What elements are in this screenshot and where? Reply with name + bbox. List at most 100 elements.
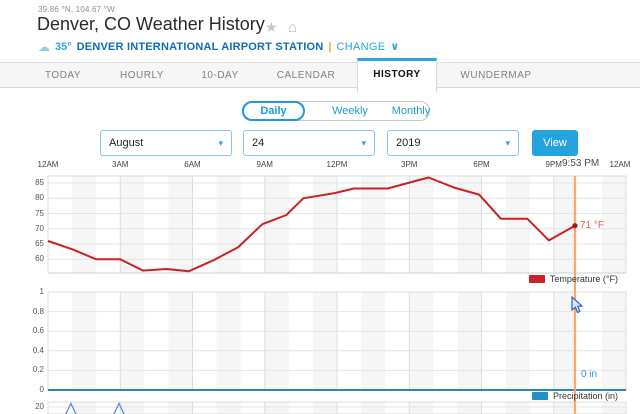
history-mode-switch: Daily Weekly Monthly <box>242 101 430 121</box>
hour-stripe <box>601 292 626 390</box>
tab-history[interactable]: HISTORY <box>357 58 437 92</box>
home-icon[interactable]: ⌂ <box>288 19 298 36</box>
hour-stripe <box>264 292 289 390</box>
hour-stripe <box>216 176 241 273</box>
temp-y-axis-label: 80 <box>35 193 44 203</box>
hour-stripe <box>409 176 434 273</box>
station-separator: | <box>328 41 332 53</box>
day-select[interactable]: 24 ▾ <box>243 130 375 156</box>
hour-stripe <box>312 402 337 414</box>
chevron-down-icon[interactable]: ∨ <box>390 40 400 53</box>
hour-stripe <box>601 402 626 414</box>
tab-calendar[interactable]: CALENDAR <box>276 70 336 81</box>
caret-down-icon: ▾ <box>361 137 366 148</box>
hour-stripe <box>120 402 145 414</box>
precip-y-axis-label: 0.2 <box>32 365 44 375</box>
caret-down-icon: ▾ <box>218 137 223 148</box>
hour-stripe <box>457 292 482 390</box>
x-axis-label: 6AM <box>184 160 201 169</box>
temp-y-axis-label: 65 <box>35 239 44 249</box>
temperature-line <box>47 176 576 273</box>
tab-today[interactable]: TODAY <box>44 70 82 81</box>
caret-down-icon: ▾ <box>505 137 510 148</box>
tab-hourly[interactable]: HOURLY <box>120 70 164 81</box>
year-select[interactable]: 2019 ▾ <box>387 130 519 156</box>
x-axis-label: 12AM <box>37 160 59 169</box>
hour-stripe <box>409 402 434 414</box>
hour-stripe <box>312 176 337 273</box>
hour-stripe <box>457 176 482 273</box>
month-select[interactable]: August ▾ <box>100 130 232 156</box>
plot-border <box>47 175 627 274</box>
hour-stripe <box>553 176 578 273</box>
hour-stripe <box>216 402 241 414</box>
tab-wundermap[interactable]: WUNDERMAP <box>460 70 532 81</box>
plot-border <box>47 291 627 391</box>
hour-stripe <box>264 176 289 273</box>
precipitation-legend: Precipitation (in) <box>531 391 618 401</box>
hour-stripe <box>361 292 386 390</box>
precipitation-legend-swatch <box>531 392 548 400</box>
temperature-legend-label: Temperature (°F) <box>549 274 618 284</box>
station-name-link[interactable]: DENVER INTERNATIONAL AIRPORT STATION <box>76 41 324 53</box>
temp-y-axis-label: 60 <box>35 254 44 264</box>
main-tab-bar: TODAY HOURLY 10-DAY CALENDAR WUNDERMAP <box>0 62 640 88</box>
change-station-link[interactable]: CHANGE <box>336 41 386 53</box>
hour-stripe <box>72 176 97 273</box>
x-axis-label: 6PM <box>473 160 490 169</box>
hour-stripe <box>312 292 337 390</box>
hour-stripe <box>553 402 578 414</box>
hour-stripe <box>409 292 434 390</box>
station-row: ☁ 35° DENVER INTERNATIONAL AIRPORT STATI… <box>38 40 399 54</box>
precip-y-axis-label: 0 <box>39 385 44 394</box>
subtab-weekly[interactable]: Weekly <box>332 105 368 117</box>
hour-stripe <box>168 176 193 273</box>
x-axis-label: 9PM <box>545 160 562 169</box>
temp-y-axis-label: 75 <box>35 208 44 218</box>
hour-stripe <box>72 292 97 390</box>
x-axis-label: 3AM <box>112 160 129 169</box>
temp-y-axis-label: 85 <box>35 178 44 188</box>
day-select-value: 24 <box>252 137 265 149</box>
subtab-monthly[interactable]: Monthly <box>391 105 431 117</box>
hour-stripe <box>216 292 241 390</box>
x-axis-label: 12PM <box>326 160 348 169</box>
precip-y-axis-label: 0.6 <box>32 326 44 336</box>
tab-10-day[interactable]: 10-DAY <box>201 70 239 81</box>
weather-station-icon: ☁ <box>38 40 50 54</box>
mouse-cursor-icon <box>571 296 584 314</box>
precip-y-axis-label: 1 <box>39 287 44 296</box>
subtab-daily[interactable]: Daily <box>242 101 305 121</box>
x-axis-label: 12AM <box>609 160 631 169</box>
x-axis-label: 9AM <box>256 160 273 169</box>
favorite-star-icon[interactable]: ★ <box>265 19 278 35</box>
hour-stripe <box>120 176 145 273</box>
wind-spike <box>65 401 77 414</box>
page-title: Denver, CO Weather History <box>37 14 265 34</box>
x-axis-label: 3PM <box>401 160 418 169</box>
precip-y-axis-label: 0.8 <box>32 306 44 316</box>
temperature-now-marker <box>572 223 578 229</box>
precipitation-legend-label: Precipitation (in) <box>552 391 618 401</box>
current-temp-label: 71 °F <box>579 219 604 231</box>
month-select-value: August <box>109 137 144 149</box>
hour-stripe <box>120 292 145 390</box>
current-precip-label: 0 in <box>580 369 598 380</box>
tab-history-label: HISTORY <box>373 69 421 80</box>
temperature-legend-swatch <box>528 275 545 283</box>
hour-stripe <box>505 176 530 273</box>
precip-y-axis-label: 0.4 <box>32 345 44 355</box>
temperature-legend: Temperature (°F) <box>528 274 618 284</box>
station-coordinates: 39.86 °N, 104.67 °W <box>38 5 115 14</box>
hour-stripe <box>168 402 193 414</box>
year-select-value: 2019 <box>396 137 421 149</box>
hour-stripe <box>168 292 193 390</box>
temp-y-axis-label: 70 <box>35 223 44 233</box>
hour-stripe <box>72 402 97 414</box>
hour-stripe <box>457 402 482 414</box>
view-button[interactable]: View <box>532 130 578 156</box>
wind-spike <box>113 401 125 414</box>
hour-stripe <box>264 402 289 414</box>
hour-stripe <box>505 292 530 390</box>
